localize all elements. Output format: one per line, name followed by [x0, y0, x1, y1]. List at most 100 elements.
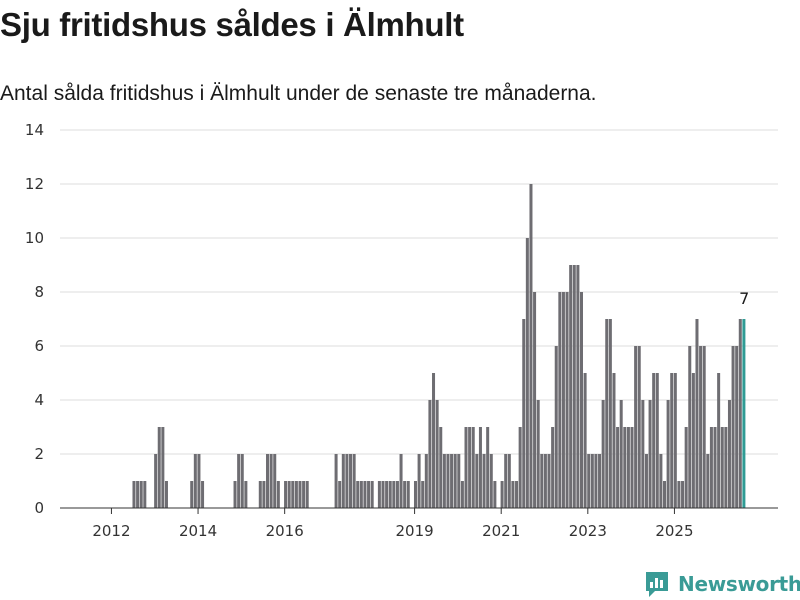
y-tick-label: 0 — [34, 499, 44, 517]
newsworthy-logo-icon — [646, 572, 668, 597]
bar — [583, 373, 587, 508]
bar — [486, 427, 490, 508]
bar — [276, 481, 280, 508]
bar — [334, 454, 338, 508]
bar — [626, 427, 630, 508]
bar — [717, 373, 721, 508]
bar — [201, 481, 205, 508]
bar — [634, 346, 638, 508]
bar — [681, 481, 685, 508]
bar — [561, 292, 565, 508]
bar — [702, 346, 706, 508]
bar — [157, 427, 161, 508]
bar — [453, 454, 457, 508]
bar — [385, 481, 389, 508]
bar — [724, 427, 728, 508]
bar — [569, 265, 573, 508]
bar — [713, 427, 717, 508]
bar — [193, 454, 197, 508]
bar — [529, 184, 533, 508]
bar — [601, 400, 605, 508]
bar — [720, 427, 724, 508]
bar — [439, 427, 443, 508]
bar — [677, 481, 681, 508]
bar — [403, 481, 407, 508]
bar — [699, 346, 703, 508]
x-tick-label: 2014 — [179, 522, 217, 540]
bar — [565, 292, 569, 508]
bar — [666, 400, 670, 508]
bar — [424, 454, 428, 508]
bar — [511, 481, 515, 508]
bar — [367, 481, 371, 508]
bar — [594, 454, 598, 508]
bar — [644, 454, 648, 508]
bar — [507, 454, 511, 508]
bar — [370, 481, 374, 508]
bar — [442, 454, 446, 508]
bar — [258, 481, 262, 508]
x-tick-label: 2025 — [655, 522, 693, 540]
axes: 0 2 4 6 8 10 12 14 7 2012 2014 2016 2019 2021 2023 2025 — [25, 121, 778, 540]
bar — [457, 454, 461, 508]
bar — [154, 454, 158, 508]
brand-name: Newsworthy — [678, 572, 800, 596]
bar — [579, 292, 583, 508]
bar — [572, 265, 576, 508]
bar — [262, 481, 266, 508]
bar — [709, 427, 713, 508]
bar — [605, 319, 609, 508]
bar — [478, 427, 482, 508]
bar — [706, 454, 710, 508]
bar — [598, 454, 602, 508]
bar — [197, 454, 201, 508]
bar — [608, 319, 612, 508]
bar — [590, 454, 594, 508]
bar — [738, 319, 742, 508]
bar — [616, 427, 620, 508]
bar — [269, 454, 273, 508]
bar — [136, 481, 140, 508]
bar — [551, 427, 555, 508]
bar — [406, 481, 410, 508]
bar — [399, 454, 403, 508]
bar — [637, 346, 641, 508]
bar — [450, 454, 454, 508]
bar — [273, 454, 277, 508]
bar — [266, 454, 270, 508]
bar — [691, 373, 695, 508]
bar — [233, 481, 237, 508]
bar — [302, 481, 306, 508]
bar — [284, 481, 288, 508]
bar — [460, 481, 464, 508]
y-tick-label: 2 — [34, 445, 44, 463]
bar — [421, 481, 425, 508]
bar — [349, 454, 353, 508]
bar — [662, 481, 666, 508]
bar — [655, 373, 659, 508]
bar — [641, 400, 645, 508]
bar — [554, 346, 558, 508]
bar — [652, 373, 656, 508]
bar — [727, 400, 731, 508]
bar — [731, 346, 735, 508]
bar — [388, 481, 392, 508]
newsworthy-brand: Newsworthy — [644, 570, 800, 598]
bar — [338, 481, 342, 508]
bar — [522, 319, 526, 508]
x-tick-label: 2019 — [395, 522, 433, 540]
y-tick-label: 10 — [25, 229, 44, 247]
y-tick-label: 12 — [25, 175, 44, 193]
bar — [190, 481, 194, 508]
bar — [139, 481, 143, 508]
x-tick-label: 2021 — [482, 522, 520, 540]
bar — [287, 481, 291, 508]
bar — [294, 481, 298, 508]
bar — [673, 373, 677, 508]
bar — [576, 265, 580, 508]
bar — [435, 400, 439, 508]
bar — [587, 454, 591, 508]
bar — [417, 454, 421, 508]
bar — [735, 346, 739, 508]
bar — [489, 454, 493, 508]
